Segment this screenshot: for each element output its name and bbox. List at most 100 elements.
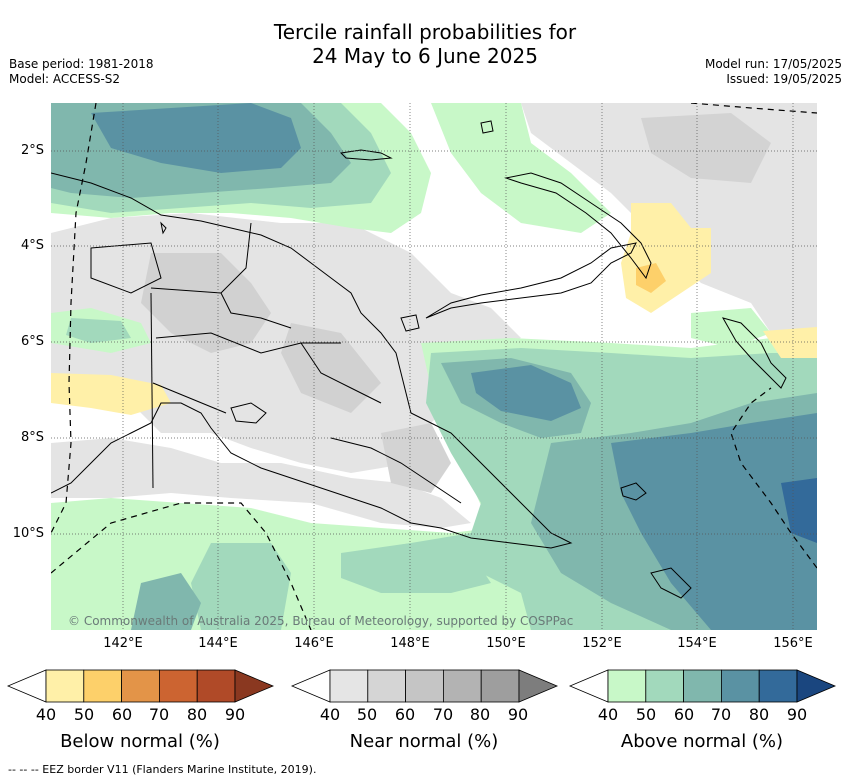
below-normal-colorbar bbox=[6, 669, 275, 703]
colorbar-segment bbox=[158, 669, 198, 703]
new-guinea-coastline bbox=[51, 172, 573, 549]
near-normal-region bbox=[141, 253, 271, 353]
map-credit: © Commonwealth of Australia 2025, Bureau… bbox=[68, 614, 574, 628]
island-outline bbox=[480, 120, 494, 134]
colorbar-segment bbox=[758, 669, 798, 703]
island-outline bbox=[620, 482, 647, 501]
lon-label: 154°E bbox=[677, 636, 717, 651]
lat-label: 6°S bbox=[20, 334, 44, 349]
png-border bbox=[150, 292, 154, 489]
cb-tick: 70 bbox=[148, 705, 170, 724]
cb-tick: 50 bbox=[635, 705, 657, 724]
above-normal-region bbox=[191, 543, 291, 630]
cb-tick: 90 bbox=[507, 705, 529, 724]
colorbar-segment bbox=[83, 669, 123, 703]
colorbar-segment bbox=[645, 669, 684, 703]
below-normal-title: Below normal (%) bbox=[60, 731, 220, 752]
colorbar-extend-low bbox=[290, 669, 331, 703]
island-outline bbox=[230, 402, 267, 424]
base-period-text: Base period: 1981-2018 bbox=[9, 57, 154, 71]
new-britain-outline bbox=[425, 242, 637, 319]
cb-tick: 90 bbox=[224, 705, 246, 724]
lon-label: 142°E bbox=[103, 636, 143, 651]
cb-tick: 80 bbox=[748, 705, 770, 724]
province-border bbox=[300, 342, 382, 404]
province-border bbox=[330, 437, 462, 504]
cb-tick: 90 bbox=[786, 705, 808, 724]
near-normal-colorbar bbox=[290, 669, 559, 703]
colorbar-segment bbox=[121, 669, 160, 703]
cb-tick: 70 bbox=[432, 705, 454, 724]
island-outline bbox=[160, 221, 167, 235]
lat-label: 4°S bbox=[20, 238, 44, 253]
eez-border bbox=[690, 103, 817, 114]
eez-border bbox=[51, 103, 97, 534]
new-ireland-outline bbox=[504, 172, 652, 280]
map-title: Tercile rainfall probabilities for 24 Ma… bbox=[0, 20, 850, 68]
cb-tick: 60 bbox=[111, 705, 133, 724]
rainfall-map bbox=[51, 103, 817, 630]
island-outline bbox=[400, 314, 420, 332]
colorbar-extend-high bbox=[796, 669, 837, 703]
colorbar-segment bbox=[196, 669, 236, 703]
cb-tick: 80 bbox=[186, 705, 208, 724]
lat-label: 8°S bbox=[20, 430, 44, 445]
above-normal-colorbar bbox=[568, 669, 837, 703]
eez-border bbox=[51, 502, 312, 630]
cb-tick: 50 bbox=[356, 705, 378, 724]
lon-label: 146°E bbox=[294, 636, 334, 651]
province-border bbox=[150, 222, 252, 294]
near-normal-region bbox=[641, 113, 771, 183]
above-normal-region bbox=[611, 413, 817, 630]
model-text: Model: ACCESS-S2 bbox=[9, 72, 121, 86]
colorbar-extend-high bbox=[518, 669, 559, 703]
above-normal-region bbox=[471, 365, 581, 421]
province-border bbox=[90, 242, 162, 294]
colorbar-segment bbox=[683, 669, 722, 703]
colorbar-extend-low bbox=[6, 669, 47, 703]
colorbar-segment bbox=[721, 669, 760, 703]
base-model-info: Base period: 1981-2018 Model: ACCESS-S2 bbox=[9, 57, 154, 87]
colorbar-extend-high bbox=[234, 669, 275, 703]
lon-label: 144°E bbox=[198, 636, 238, 651]
near-normal-title: Near normal (%) bbox=[349, 731, 499, 752]
above-normal-region bbox=[431, 103, 611, 233]
province-border bbox=[220, 292, 292, 329]
title-line-1: Tercile rainfall probabilities for bbox=[273, 20, 577, 44]
lat-label: 10°S bbox=[12, 526, 44, 541]
below-normal-region bbox=[51, 373, 171, 415]
below-normal-region bbox=[763, 327, 817, 358]
cb-tick: 80 bbox=[469, 705, 491, 724]
lon-label: 148°E bbox=[390, 636, 430, 651]
above-normal-region bbox=[691, 308, 771, 348]
issued-text: Issued: 19/05/2025 bbox=[726, 72, 842, 86]
above-normal-title: Above normal (%) bbox=[620, 731, 784, 752]
near-normal-region bbox=[381, 423, 451, 493]
above-normal-region bbox=[91, 103, 301, 173]
above-normal-region bbox=[131, 573, 201, 630]
lon-label: 156°E bbox=[773, 636, 813, 651]
lon-label: 150°E bbox=[486, 636, 526, 651]
cb-tick: 40 bbox=[597, 705, 619, 724]
cb-tick: 60 bbox=[394, 705, 416, 724]
run-issue-info: Model run: 17/05/2025 Issued: 19/05/2025 bbox=[705, 57, 842, 87]
cb-tick: 40 bbox=[35, 705, 57, 724]
cb-tick: 60 bbox=[673, 705, 695, 724]
colorbars bbox=[6, 669, 837, 703]
lon-label: 152°E bbox=[582, 636, 622, 651]
bougainville-outline bbox=[721, 317, 787, 389]
colorbar-segment bbox=[45, 669, 85, 703]
colorbar-segment bbox=[607, 669, 647, 703]
colorbar-segment bbox=[442, 669, 482, 703]
model-run-text: Model run: 17/05/2025 bbox=[704, 57, 842, 71]
cb-tick: 70 bbox=[710, 705, 732, 724]
lat-label: 2°S bbox=[20, 143, 44, 158]
below-normal-region bbox=[636, 263, 666, 293]
cb-tick: 40 bbox=[319, 705, 341, 724]
title-line-2: 24 May to 6 June 2025 bbox=[312, 44, 538, 68]
above-normal-region bbox=[66, 318, 131, 343]
colorbar-segment bbox=[405, 669, 444, 703]
manus-outline bbox=[339, 149, 393, 161]
above-normal-region bbox=[781, 478, 817, 543]
near-normal-region bbox=[51, 438, 471, 528]
